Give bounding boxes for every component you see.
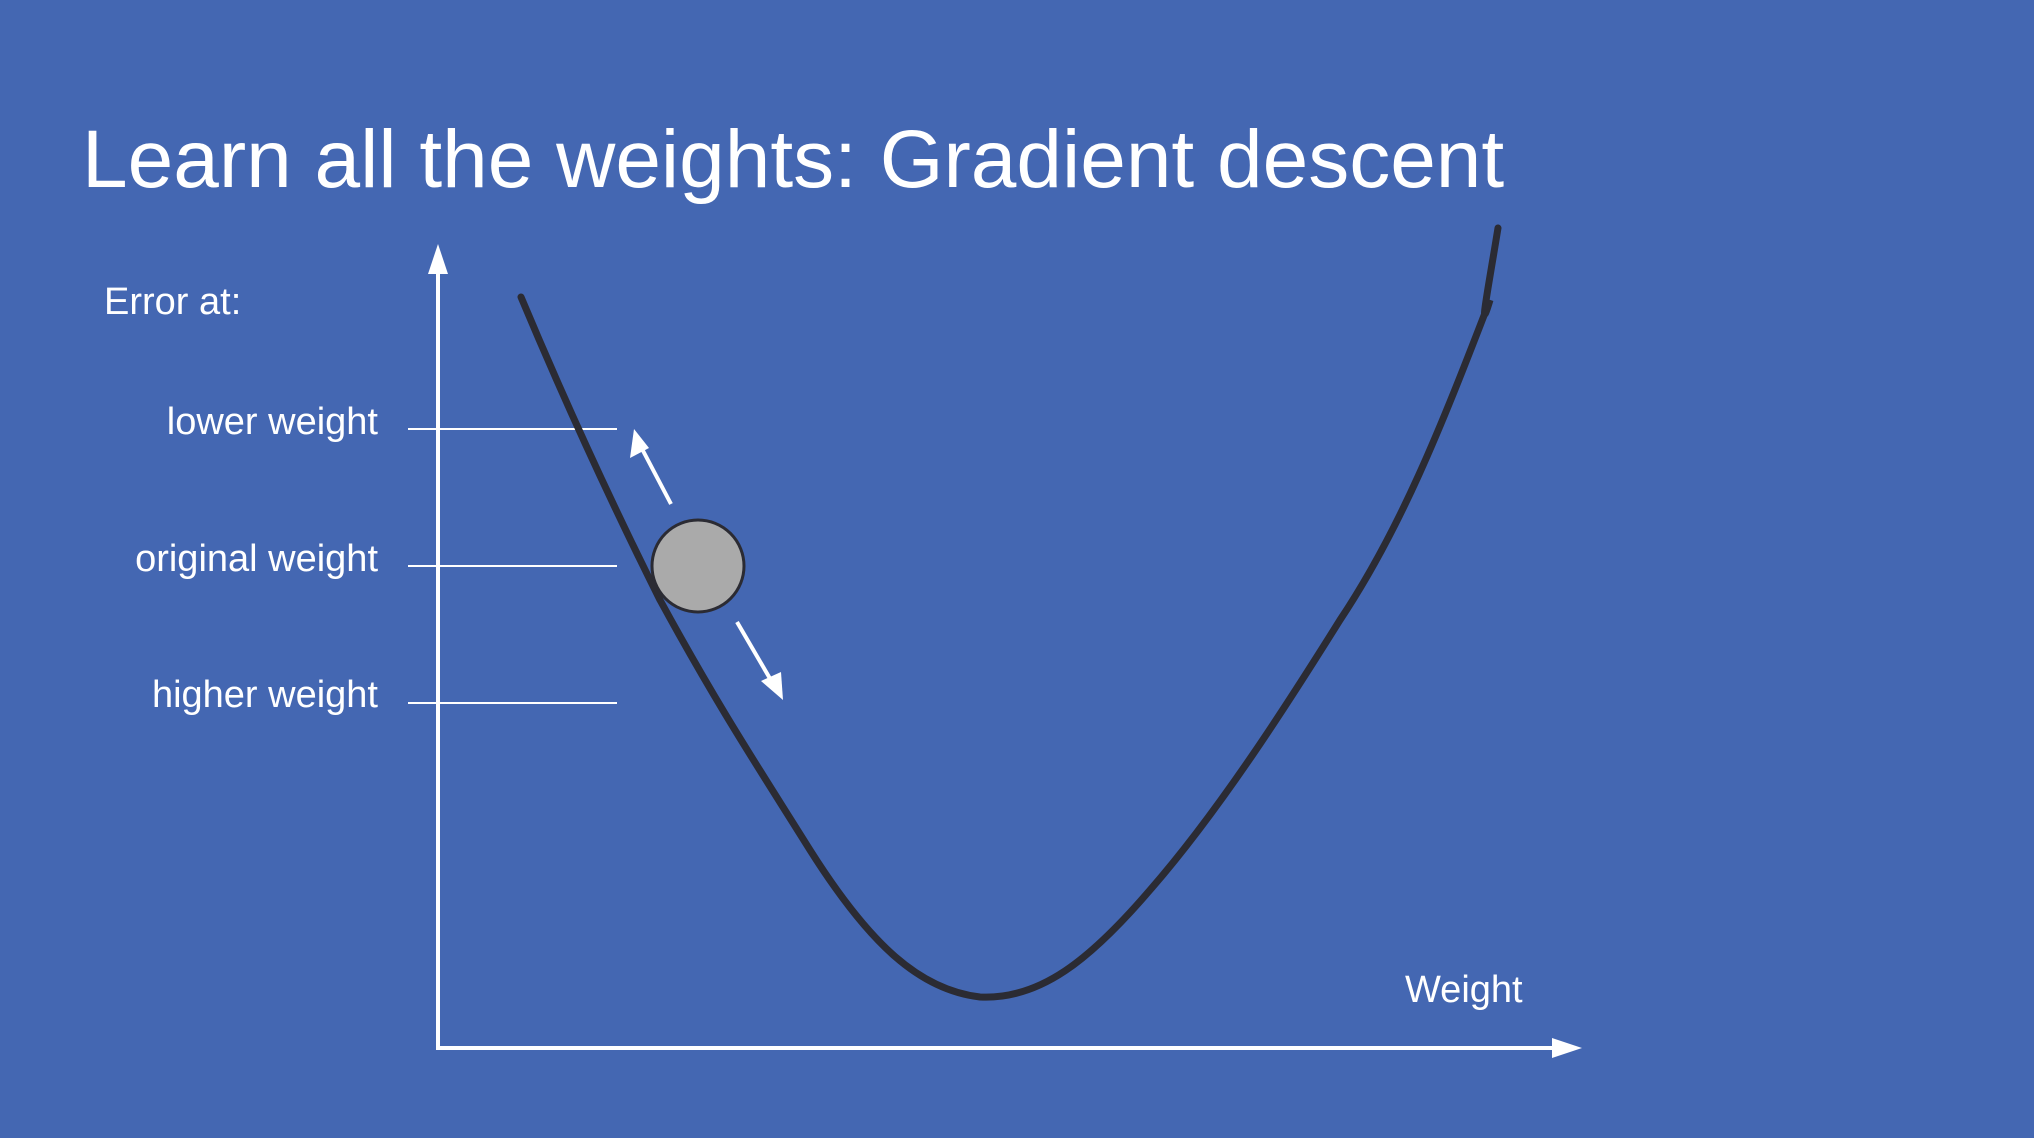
slide-title: Learn all the weights: Gradient descent	[82, 114, 1505, 205]
y-axis-heading: Error at:	[104, 281, 242, 323]
arrow-up-left-head	[630, 429, 649, 458]
level-label-higher-weight: higher weight	[151, 674, 378, 716]
x-axis-label: Weight	[1405, 969, 1523, 1011]
level-label-lower-weight: lower weight	[166, 401, 378, 443]
arrow-down-right	[735, 620, 774, 684]
level-label-original-weight: original weight	[135, 538, 378, 580]
arrow-down-right-head	[761, 672, 783, 700]
x-axis-arrowhead	[1552, 1038, 1582, 1058]
y-axis-arrowhead	[428, 244, 448, 274]
error-curve	[517, 224, 1502, 1001]
arrow-up-left	[638, 444, 673, 505]
ball	[650, 518, 746, 614]
